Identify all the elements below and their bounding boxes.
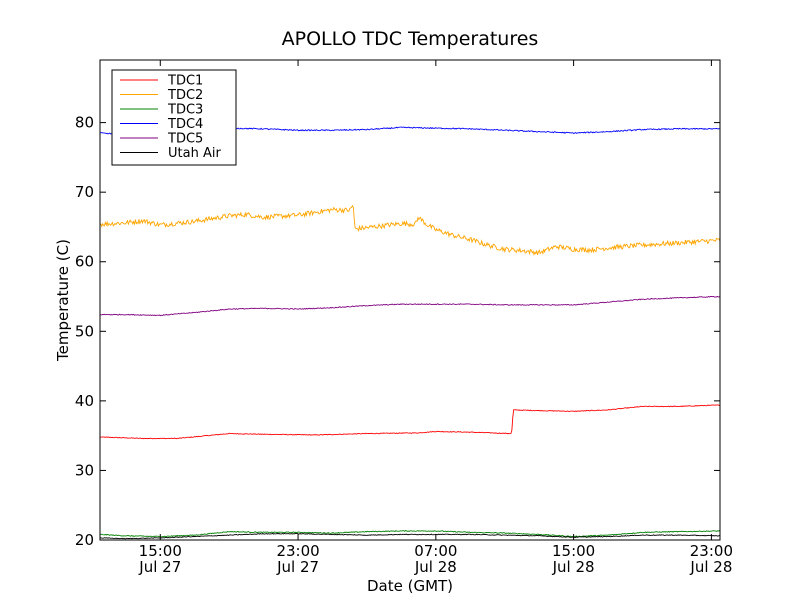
series-line-tdc1	[99, 404, 721, 440]
y-tick-label: 40	[75, 392, 94, 410]
legend-label-tdc5: TDC5	[167, 132, 203, 147]
y-tick-label: 50	[75, 322, 94, 340]
x-tick-label-date: Jul 27	[276, 558, 319, 576]
x-tick-label-time: 07:00	[414, 542, 457, 560]
legend-label-utah-air: Utah Air	[168, 146, 221, 161]
plot-frame	[99, 59, 721, 541]
legend-label-tdc1: TDC1	[167, 74, 203, 89]
x-tick-label-time: 15:00	[139, 542, 182, 560]
legend-label-tdc4: TDC4	[167, 117, 203, 132]
y-tick-label: 20	[75, 531, 94, 549]
y-tick-label: 70	[75, 183, 94, 201]
legend-label-tdc2: TDC2	[167, 88, 203, 103]
y-tick-label: 80	[75, 114, 94, 132]
x-tick-label-time: 15:00	[552, 542, 595, 560]
x-tick-label-time: 23:00	[690, 542, 733, 560]
y-axis-label: Temperature (C)	[54, 239, 72, 362]
legend-label-tdc3: TDC3	[167, 103, 203, 118]
y-tick-label: 30	[75, 461, 94, 479]
series-line-tdc5	[99, 295, 721, 317]
x-tick-label-time: 23:00	[276, 542, 319, 560]
x-tick-label-date: Jul 27	[138, 558, 181, 576]
series-line-utah-air	[99, 532, 721, 540]
x-tick-label-date: Jul 28	[689, 558, 732, 576]
legend-box	[111, 69, 237, 166]
x-axis-label: Date (GMT)	[367, 577, 453, 595]
series-layer	[99, 126, 721, 540]
y-tick-label: 60	[75, 253, 94, 271]
series-line-tdc3	[99, 530, 721, 538]
chart-title: APOLLO TDC Temperatures	[282, 28, 539, 50]
series-line-tdc2	[99, 204, 721, 256]
x-tick-label-date: Jul 28	[552, 558, 595, 576]
x-tick-label-date: Jul 28	[414, 558, 457, 576]
y-axis-ticks: 20 30 40 50 60 70 80	[75, 114, 720, 549]
